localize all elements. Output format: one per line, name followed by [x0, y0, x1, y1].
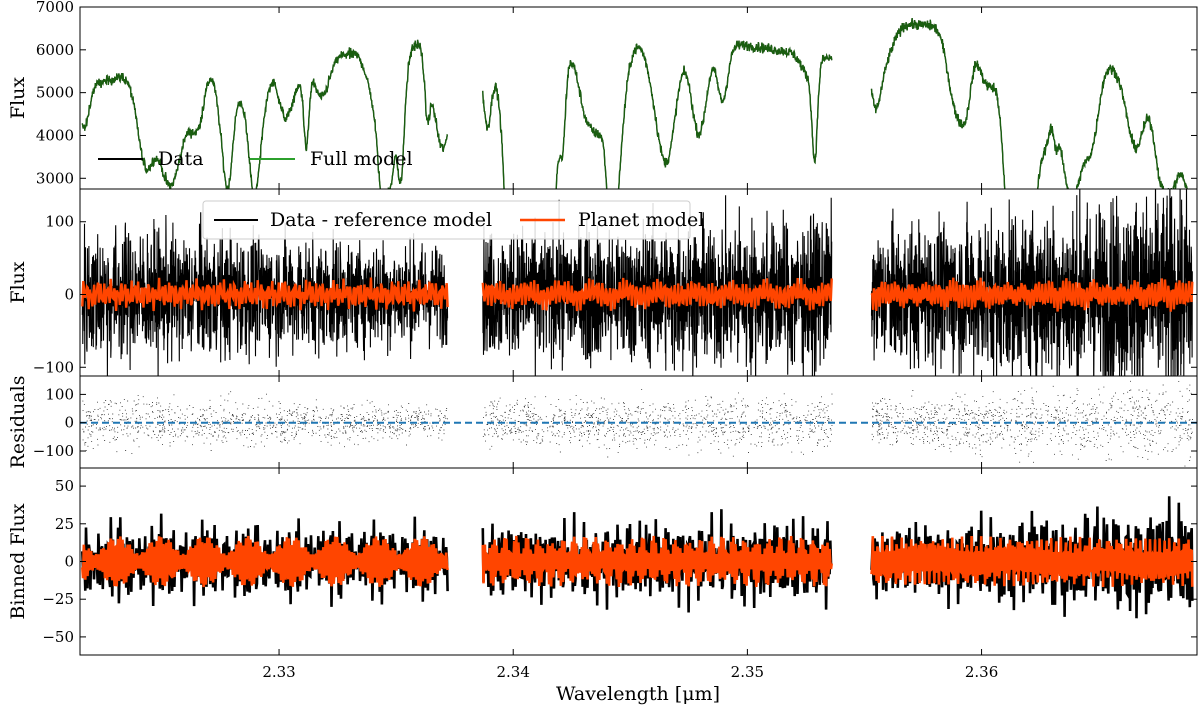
y-tick-label: 5000	[36, 84, 74, 102]
legend-planet-label: Planet model	[578, 209, 704, 231]
binned-y-axis-label: Binned Flux	[7, 503, 29, 619]
y-tick-label: 25	[55, 515, 74, 533]
flux-plot-area	[81, 17, 1188, 189]
residual-flux-x-ticks	[278, 189, 983, 376]
legend-box	[202, 200, 691, 240]
residuals-plot-area	[80, 380, 1197, 467]
y-tick-label: 100	[45, 385, 74, 403]
y-tick-label: 7000	[36, 0, 74, 16]
y-tick-label: −100	[33, 442, 74, 460]
y-tick-label: 3000	[36, 169, 74, 187]
residual-flux-plot-area	[81, 189, 1194, 376]
binned-x-ticks: 2.33 2.34 2.35 2.36	[262, 468, 998, 681]
x-tick-label: 2.34	[497, 663, 530, 681]
binned-planet-model-segment-2	[481, 535, 833, 588]
binned-planet-model-segment-3	[870, 535, 1194, 588]
y-tick-label: −25	[42, 590, 74, 608]
binned-series	[81, 496, 1194, 619]
residuals-y-axis: −100 0 100 Residuals	[7, 376, 1197, 469]
planet-model-segment-1	[81, 277, 449, 312]
full-model-line-segment-3	[870, 17, 1188, 189]
flux-x-ticks	[278, 7, 983, 189]
panel-residual-flux: −100 0 100 Flux Data - reference model Planet…	[7, 188, 1198, 377]
residual-flux-y-axis-label: Flux	[7, 261, 29, 303]
y-tick-label: 4000	[36, 126, 74, 144]
flux-y-axis-label: Flux	[7, 77, 29, 119]
planet-model-segment-2	[481, 277, 833, 312]
y-tick-label: 100	[45, 213, 74, 231]
y-tick-label: −100	[33, 358, 74, 376]
residuals-y-axis-label: Residuals	[7, 376, 29, 469]
legend-data-label: Data	[158, 148, 204, 170]
planet-model-segment-3	[870, 277, 1194, 312]
residuals-x-ticks	[278, 376, 983, 468]
flux-legend: Data Full model	[98, 148, 413, 170]
legend-full-model-label: Full model	[310, 148, 413, 170]
residual-flux-y-axis: −100 0 100 Flux	[7, 213, 1197, 376]
binned-plot-area	[81, 496, 1194, 619]
y-tick-label: 0	[64, 414, 74, 432]
panel-binned: −50 −25 0 25 50 Binned Flux 2.33 2.34 2.35 2.36	[7, 467, 1198, 681]
residual-flux-legend: Data - reference model Planet model	[202, 200, 704, 240]
binned-planet-model-segment-1	[81, 535, 449, 588]
binned-y-axis: −50 −25 0 25 50 Binned Flux	[7, 477, 1197, 646]
y-tick-label: −50	[42, 628, 74, 646]
full-model-line-segment-2	[482, 40, 833, 189]
y-tick-label: 0	[64, 553, 74, 571]
residual-flux-series	[81, 189, 1194, 376]
full-model-line-segment-1	[81, 39, 448, 189]
x-tick-label: 2.35	[731, 663, 764, 681]
y-tick-label: 0	[64, 286, 74, 304]
y-tick-label: 6000	[36, 41, 74, 59]
data-minus-reference-segment-1	[81, 212, 449, 376]
legend-data-ref-label: Data - reference model	[270, 209, 492, 231]
x-axis-label: Wavelength [μm]	[556, 683, 720, 705]
x-tick-label: 2.33	[262, 663, 295, 681]
flux-series	[81, 17, 1188, 189]
x-tick-label: 2.36	[965, 663, 998, 681]
flux-y-axis: 3000 4000 5000 6000 7000 Flux	[7, 0, 1197, 187]
y-tick-label: 50	[55, 477, 74, 495]
